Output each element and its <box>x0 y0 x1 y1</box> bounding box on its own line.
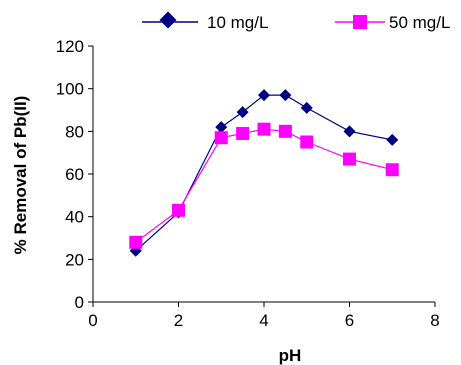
x-tick-label: 4 <box>259 311 268 330</box>
legend-item-50mgl: 50 mg/L <box>335 13 450 32</box>
series-0 <box>129 89 399 257</box>
x-axis-title: pH <box>279 346 302 365</box>
y-tick-label: 100 <box>56 80 84 99</box>
y-tick-label: 80 <box>65 122 84 141</box>
y-tick-label: 60 <box>65 165 84 184</box>
x-tick-label: 8 <box>430 311 439 330</box>
data-point <box>300 101 313 114</box>
legend-marker-50mgl <box>353 15 367 29</box>
legend-label-10mgl: 10 mg/L <box>207 13 268 32</box>
y-tick-label: 120 <box>56 37 84 56</box>
data-point <box>386 133 399 146</box>
data-point <box>343 125 356 138</box>
data-point <box>343 152 356 166</box>
data-point <box>129 235 143 249</box>
data-point <box>214 131 228 145</box>
data-point <box>300 135 314 149</box>
data-point <box>236 106 249 119</box>
series-1 <box>129 122 399 249</box>
y-tick-label: 40 <box>65 208 84 227</box>
data-point <box>257 122 271 136</box>
x-tick-label: 6 <box>345 311 354 330</box>
y-tick-label: 20 <box>65 250 84 269</box>
data-point <box>236 126 250 140</box>
series-line <box>135 94 393 252</box>
series-line <box>135 128 393 243</box>
axes: 0 20 40 60 80 100 120 0 2 4 6 8 <box>56 37 440 330</box>
x-tick-label: 0 <box>88 311 97 330</box>
legend-label-50mgl: 50 mg/L <box>389 13 450 32</box>
y-tick-label: 0 <box>75 293 84 312</box>
data-point <box>215 121 228 134</box>
series-layer <box>129 89 399 257</box>
legend-item-10mgl: 10 mg/L <box>142 11 268 32</box>
x-tick-label: 2 <box>174 311 183 330</box>
data-point <box>278 124 292 138</box>
data-point <box>279 89 292 102</box>
legend: 10 mg/L 50 mg/L <box>142 11 450 32</box>
data-point <box>385 163 399 177</box>
data-point <box>258 89 270 102</box>
y-axis-title: % Removal of Pb(II) <box>11 96 30 255</box>
data-point <box>172 203 185 217</box>
legend-marker-10mgl <box>159 11 177 29</box>
